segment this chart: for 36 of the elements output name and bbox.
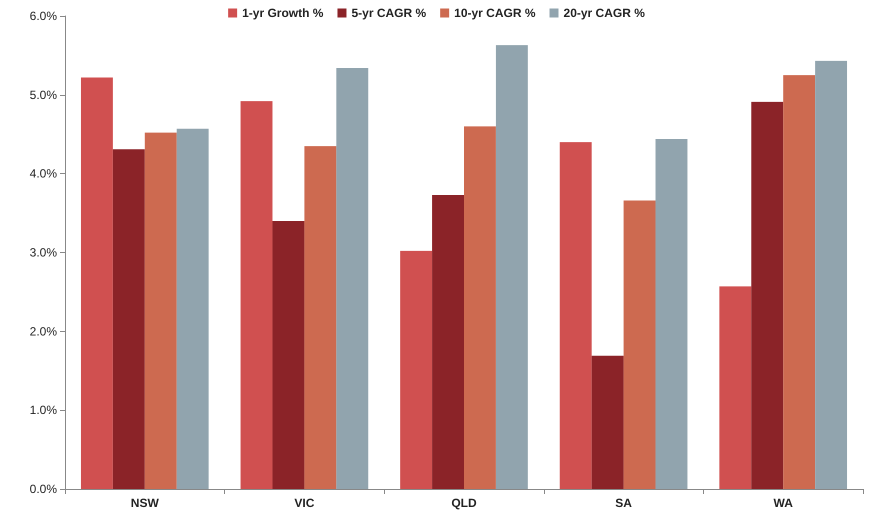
y-tick-label: 2.0%: [30, 324, 58, 338]
x-tick-label: SA: [615, 496, 632, 510]
y-tick-label: 0.0%: [30, 482, 58, 496]
bar: [112, 149, 145, 489]
legend-label: 10-yr CAGR %: [454, 6, 536, 20]
legend-label: 5-yr CAGR %: [351, 6, 426, 20]
bar: [751, 102, 784, 489]
bar: [336, 68, 368, 489]
legend-label: 20-yr CAGR %: [564, 6, 646, 20]
bar: [464, 126, 496, 489]
bar: [624, 200, 656, 489]
legend-label: 1-yr Growth %: [242, 6, 324, 20]
x-tick-label: QLD: [451, 496, 477, 510]
y-tick-label: 4.0%: [30, 166, 58, 181]
bar: [496, 45, 528, 489]
bar: [304, 146, 336, 489]
bar: [80, 77, 113, 489]
bar: [240, 101, 272, 489]
bar: [272, 220, 304, 489]
bar: [432, 194, 464, 489]
bar: [656, 138, 688, 489]
bar: [176, 128, 209, 489]
bar: [560, 142, 592, 489]
bar: [783, 75, 816, 489]
y-tick-label: 1.0%: [30, 403, 58, 418]
x-tick-label: VIC: [294, 496, 315, 510]
bar: [719, 286, 752, 489]
x-tick-label: WA: [774, 496, 794, 510]
y-tick-label: 3.0%: [30, 246, 58, 260]
bar: [400, 250, 432, 489]
bar: [144, 132, 177, 489]
x-tick-label: NSW: [130, 496, 160, 510]
bar: [815, 60, 848, 489]
bar: [592, 356, 624, 489]
y-tick-label: 6.0%: [30, 9, 58, 23]
y-tick-label: 5.0%: [30, 88, 58, 102]
